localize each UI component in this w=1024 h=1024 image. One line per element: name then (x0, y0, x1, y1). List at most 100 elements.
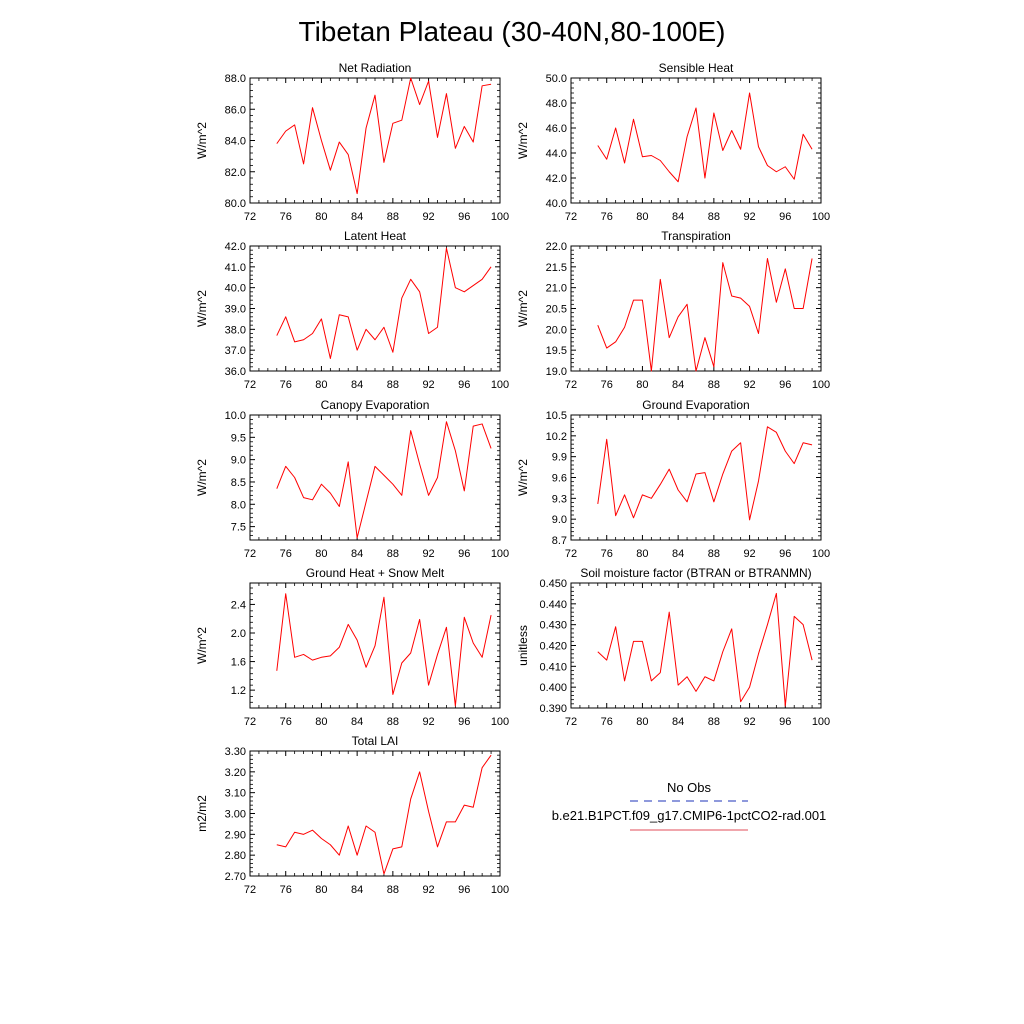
x-tick-label: 80 (315, 379, 327, 391)
panel-title: Net Radiation (339, 61, 412, 75)
x-tick-label: 80 (315, 211, 327, 223)
y-tick-label: 0.390 (539, 703, 567, 715)
y-tick-label: 42.0 (546, 173, 567, 185)
panel-title: Transpiration (661, 229, 731, 243)
x-tick-label: 84 (672, 379, 684, 391)
x-tick-label: 72 (244, 716, 256, 728)
panel-title: Soil moisture factor (BTRAN or BTRANMN) (580, 566, 811, 580)
series-line (597, 92, 813, 183)
x-tick-label: 100 (491, 548, 509, 560)
y-tick-label: 10.0 (225, 410, 246, 422)
legend-label-model-run: b.e21.B1PCT.f09_g17.CMIP6-1pctCO2-rad.00… (552, 808, 827, 823)
x-tick-label: 84 (351, 716, 363, 728)
x-tick-label: 76 (280, 884, 292, 896)
x-tick-label: 76 (601, 548, 613, 560)
x-tick-label: 80 (636, 211, 648, 223)
panel-net-radiation: Net Radiation 72 76 80 84 88 92 96 100 80.0 82.0 84… (195, 61, 509, 223)
y-tick-label: 8.0 (231, 499, 246, 511)
x-tick-label: 76 (601, 211, 613, 223)
y-tick-label: 42.0 (225, 241, 246, 253)
y-tick-label: 2.4 (231, 599, 246, 611)
panel-canopy-evaporation: Canopy Evaporation 72 76 80 84 88 92 96 100 7.5 8.… (195, 398, 509, 560)
x-tick-label: 72 (244, 884, 256, 896)
y-tick-label: 19.0 (546, 366, 567, 378)
x-tick-label: 96 (458, 379, 470, 391)
y-tick-label: 46.0 (546, 123, 567, 135)
y-tick-label: 8.7 (552, 535, 567, 547)
y-tick-label: 3.00 (225, 809, 246, 821)
y-tick-label: 50.0 (546, 73, 567, 85)
x-tick-label: 80 (315, 716, 327, 728)
x-tick-label: 80 (636, 379, 648, 391)
x-tick-label: 100 (812, 211, 830, 223)
y-tick-label: 38.0 (225, 324, 246, 336)
x-tick-label: 96 (458, 884, 470, 896)
x-tick-label: 72 (244, 211, 256, 223)
x-tick-label: 92 (422, 716, 434, 728)
x-tick-label: 84 (672, 716, 684, 728)
series-line (276, 593, 492, 707)
y-axis-label: W/m^2 (516, 122, 530, 159)
series-line (597, 592, 813, 707)
panel-total-lai: Total LAI 72 76 80 84 88 92 96 100 2.70 2.80 2.90 3.… (195, 734, 509, 896)
panel-title: Total LAI (352, 734, 399, 748)
panel-title: Canopy Evaporation (321, 398, 430, 412)
series-line (597, 426, 813, 521)
x-tick-label: 76 (280, 548, 292, 560)
y-tick-label: 10.2 (546, 431, 567, 443)
x-tick-label: 96 (458, 548, 470, 560)
x-tick-label: 80 (636, 548, 648, 560)
panel-sensible-heat: Sensible Heat 72 76 80 84 88 92 96 100 40.0 42.0 44… (516, 61, 830, 223)
page-title: Tibetan Plateau (30-40N,80-100E) (299, 16, 726, 47)
x-tick-label: 72 (244, 548, 256, 560)
x-tick-label: 88 (708, 716, 720, 728)
y-tick-label: 9.0 (231, 455, 246, 467)
x-tick-label: 100 (812, 379, 830, 391)
x-tick-label: 88 (387, 211, 399, 223)
y-tick-label: 0.420 (539, 641, 567, 653)
x-tick-label: 84 (672, 211, 684, 223)
x-tick-label: 80 (315, 548, 327, 560)
y-tick-label: 20.0 (546, 324, 567, 336)
x-tick-label: 76 (280, 716, 292, 728)
y-tick-label: 37.0 (225, 345, 246, 357)
x-tick-label: 72 (565, 548, 577, 560)
panel-latent-heat: Latent Heat 72 76 80 84 88 92 96 100 36.0 37.0 38.0… (195, 229, 509, 391)
x-tick-label: 88 (708, 379, 720, 391)
x-tick-label: 100 (812, 548, 830, 560)
y-tick-label: 21.0 (546, 283, 567, 295)
y-tick-label: 48.0 (546, 98, 567, 110)
series-line (276, 754, 492, 875)
y-tick-label: 0.400 (539, 682, 567, 694)
y-tick-label: 1.6 (231, 657, 246, 669)
series-line (276, 421, 492, 539)
y-tick-label: 84.0 (225, 136, 246, 148)
x-tick-label: 72 (565, 211, 577, 223)
x-tick-label: 76 (280, 211, 292, 223)
y-tick-label: 20.5 (546, 304, 567, 316)
y-tick-label: 10.5 (546, 410, 567, 422)
x-tick-label: 72 (565, 716, 577, 728)
x-tick-label: 76 (280, 379, 292, 391)
x-tick-label: 92 (743, 211, 755, 223)
y-tick-label: 8.5 (231, 477, 246, 489)
y-tick-label: 88.0 (225, 73, 246, 85)
y-tick-label: 40.0 (546, 198, 567, 210)
series-line (276, 77, 492, 195)
x-tick-label: 76 (601, 379, 613, 391)
legend: No Obs b.e21.B1PCT.f09_g17.CMIP6-1pctCO2… (552, 780, 827, 831)
x-tick-label: 100 (491, 211, 509, 223)
x-tick-label: 80 (315, 884, 327, 896)
y-tick-label: 82.0 (225, 167, 246, 179)
panel-title: Sensible Heat (659, 61, 734, 75)
y-tick-label: 40.0 (225, 283, 246, 295)
series-line (276, 247, 492, 359)
x-tick-label: 96 (458, 211, 470, 223)
panel-title: Latent Heat (344, 229, 407, 243)
y-tick-label: 0.410 (539, 661, 567, 673)
y-tick-label: 80.0 (225, 198, 246, 210)
x-tick-label: 100 (491, 379, 509, 391)
series-line (597, 258, 813, 372)
